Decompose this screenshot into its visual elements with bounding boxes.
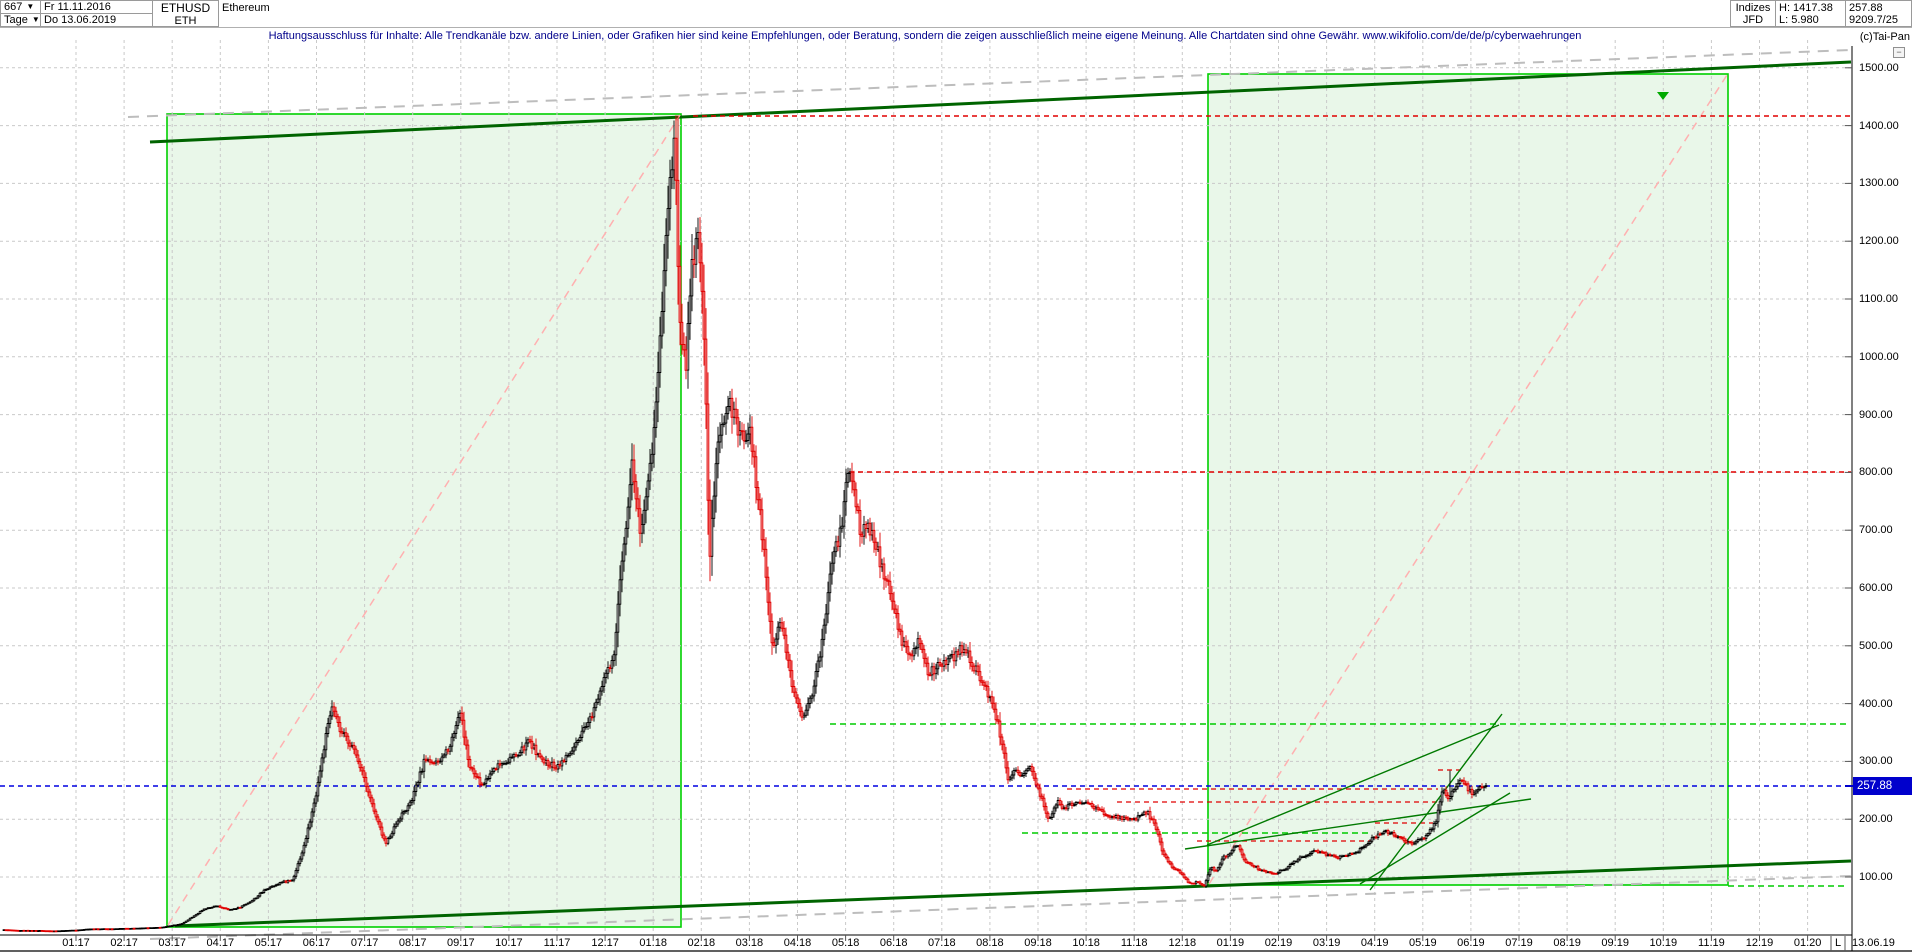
x-axis-month-label: 12.17 — [591, 937, 619, 949]
date-from-value: Fr 11.11.2016 — [44, 1, 111, 13]
bars-count-value: 667 — [4, 1, 23, 13]
x-axis-month-label: 08.18 — [976, 937, 1004, 949]
x-axis-month-label: 09.18 — [1024, 937, 1052, 949]
y-axis-label: 700.00 — [1859, 524, 1893, 537]
x-axis-month-label: 03.17 — [158, 937, 186, 949]
x-axis-month-label: 01.20 — [1793, 937, 1822, 949]
x-axis-month-label: 10.19 — [1649, 937, 1678, 949]
x-axis-month-label: 12.18 — [1168, 937, 1197, 949]
y-axis-label: 300.00 — [1859, 755, 1893, 768]
axes-frame — [0, 46, 1912, 952]
disclaimer-text: Haftungsausschluss für Inhalte: Alle Tre… — [268, 30, 1582, 42]
x-axis-month-label: 02.18 — [687, 937, 716, 949]
x-axis-month-label: 05.19 — [1409, 937, 1437, 949]
high-low-cell: H: 1417.38 L: 5.980 — [1775, 0, 1846, 27]
x-axis-month-label: 02.17 — [110, 937, 138, 949]
y-axis-label: 400.00 — [1859, 697, 1893, 710]
x-axis-month-label: 09.17 — [447, 937, 475, 949]
green-channel-lower — [1184, 798, 1532, 850]
x-axis-month-label: 04.18 — [783, 937, 812, 949]
last-price-value: 257.88 — [1849, 1, 1883, 14]
y-axis-label: 1200.00 — [1859, 235, 1899, 248]
chevron-down-icon: ▼ — [26, 2, 35, 11]
header-divider — [0, 27, 1912, 28]
y-axis-label: 500.00 — [1859, 639, 1893, 652]
y-axis-label: 1000.00 — [1859, 350, 1899, 363]
minimize-icon[interactable]: − — [1893, 47, 1905, 58]
pink-diagonal-2019 — [1208, 74, 1728, 885]
period-dropdown[interactable]: Tage ▼ — [0, 13, 41, 27]
x-axis-month-label: 10.17 — [495, 937, 523, 949]
x-axis-month-label: 11.19 — [1698, 937, 1725, 949]
gray-channel-top — [127, 49, 1852, 118]
symbol-cell[interactable]: ETHUSD ETH — [152, 0, 219, 27]
x-axis-month-label: 04.17 — [206, 937, 235, 949]
x-axis-month-label: 01.19 — [1216, 937, 1245, 949]
green-steep-line — [1369, 713, 1503, 891]
x-axis-month-label: 03.19 — [1312, 937, 1341, 949]
annotation-boxes — [166, 73, 1729, 928]
major-support-trendline — [174, 859, 1852, 928]
x-axis-month-label: 07.19 — [1505, 937, 1533, 949]
x-axis-month-label: 06.17 — [302, 937, 331, 949]
x-axis-month-label: 05.18 — [831, 937, 860, 949]
green-mid-line — [1359, 792, 1511, 885]
instrument-name: Ethereum — [219, 0, 419, 15]
period-low: L: 5.980 — [1779, 13, 1819, 26]
date-to-field[interactable]: Do 13.06.2019 — [40, 13, 153, 27]
x-axis-month-label: 05.17 — [254, 937, 283, 949]
y-axis-label: 1300.00 — [1859, 177, 1899, 190]
green-down-triangle — [1657, 92, 1669, 100]
x-axis-month-label: 07.17 — [350, 937, 379, 949]
down-candle-bodies — [4, 137, 1484, 933]
indices-cell: Indizes JFD — [1730, 0, 1776, 27]
y-axis-label: 600.00 — [1859, 582, 1893, 594]
current-price-badge: 257.88 — [1853, 777, 1912, 795]
x-axis-month-label: 09.19 — [1601, 937, 1629, 949]
major-resistance-trendline — [149, 60, 1852, 144]
x-axis-month-label: 08.19 — [1553, 937, 1581, 949]
x-axis-last-date: 13.06.19 — [1852, 937, 1895, 949]
x-axis-month-label: 06.19 — [1457, 937, 1485, 949]
x-axis-month-label: 02.19 — [1264, 937, 1293, 949]
symbol-value: ETHUSD — [160, 0, 211, 15]
indices-label: Indizes — [1735, 1, 1771, 14]
x-axis-month-label: 06.18 — [879, 937, 908, 949]
y-axis-label: 200.00 — [1859, 813, 1893, 826]
x-axis-month-label: 08.17 — [398, 937, 427, 949]
green-channel-upper — [1206, 724, 1500, 846]
broker-label: JFD — [1742, 13, 1764, 26]
x-axis-month-label: 07.18 — [928, 937, 956, 949]
period-high: H: 1417.38 — [1779, 1, 1833, 14]
y-axis-label: 1400.00 — [1859, 119, 1899, 132]
index-quote-value: 9209.7/25 — [1849, 13, 1898, 26]
period-value: Tage — [4, 14, 28, 26]
x-axis-month-label: 11.18 — [1120, 937, 1148, 949]
y-axis-label: 1500.00 — [1859, 61, 1899, 74]
symbol-short-value: ETH — [174, 14, 197, 27]
x-axis-month-label: 04.19 — [1360, 937, 1389, 949]
x-axis-last-prefix: L — [1835, 937, 1842, 949]
copyright-label: (c)Tai-Pan — [1859, 31, 1910, 43]
y-axis-label: 100.00 — [1859, 871, 1893, 883]
x-axis-month-label: 12.19 — [1745, 937, 1774, 949]
candlesticks — [2, 115, 1488, 933]
x-axis-month-label: 11.17 — [543, 937, 571, 949]
y-axis-label: 900.00 — [1859, 408, 1893, 421]
pink-diagonal-2017 — [167, 114, 681, 926]
x-axis-month-label: 01.17 — [62, 937, 90, 949]
x-axis-month-label: 03.18 — [735, 937, 764, 949]
y-axis-label: 800.00 — [1859, 466, 1893, 479]
annotation-lines — [0, 49, 1852, 940]
x-axis-month-label: 10.18 — [1072, 937, 1100, 949]
y-axis-label: 1100.00 — [1859, 293, 1898, 305]
quotes-cell: 257.88 9209.7/25 — [1845, 0, 1912, 27]
x-axis-month-label: 01.18 — [639, 937, 667, 949]
chevron-down-icon: ▼ — [31, 15, 40, 24]
date-to-value: Do 13.06.2019 — [44, 14, 117, 26]
